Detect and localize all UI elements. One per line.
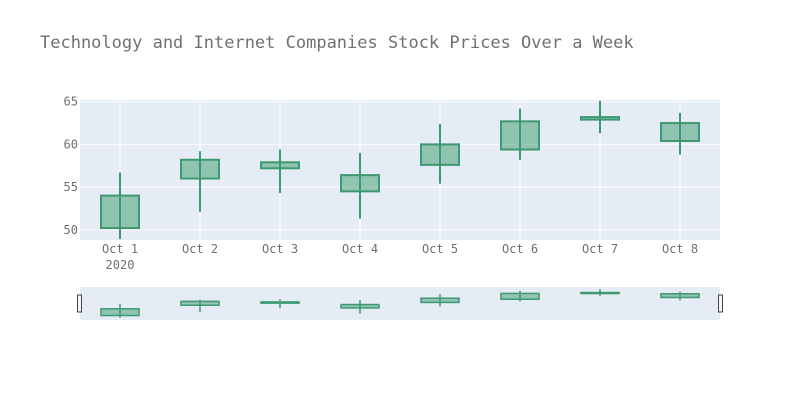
range-slider-handle-right[interactable] <box>718 294 723 313</box>
candle-body <box>180 158 220 180</box>
y-tick-label: 65 <box>64 95 78 109</box>
x-tick-label: Oct 6 <box>502 242 538 256</box>
x-tick-year-label: 2020 <box>106 258 135 272</box>
mini-candle-body <box>340 303 380 309</box>
mini-candle-body <box>580 291 620 295</box>
x-tick-label: Oct 2 <box>182 242 218 256</box>
x-tick-label: Oct 1 <box>102 242 138 256</box>
y-axis-ticks: 50 55 60 65 <box>64 95 78 237</box>
candle-body <box>100 194 140 230</box>
candle-body <box>260 161 300 170</box>
range-slider-candles <box>100 289 700 318</box>
range-slider-handle-left[interactable] <box>77 294 82 313</box>
x-tick-label: Oct 8 <box>662 242 698 256</box>
x-tick-label: Oct 5 <box>422 242 458 256</box>
candle-body <box>500 120 540 151</box>
mini-candle-body <box>660 293 700 299</box>
candle-body <box>580 116 620 121</box>
plot-area <box>80 100 720 240</box>
x-tick-label: Oct 3 <box>262 242 298 256</box>
y-tick-label: 55 <box>64 180 78 194</box>
range-slider[interactable] <box>80 287 720 320</box>
candle-body <box>660 122 700 142</box>
mini-candle-body <box>180 300 220 307</box>
mini-candle-body <box>500 292 540 301</box>
candle-body <box>340 174 380 193</box>
y-tick-label: 50 <box>64 223 78 237</box>
mini-candle-body <box>420 297 460 304</box>
y-gridlines <box>80 101 720 231</box>
mini-candle-body <box>260 301 300 304</box>
candles <box>100 100 700 240</box>
y-tick-label: 60 <box>64 137 78 151</box>
x-tick-label: Oct 4 <box>342 242 378 256</box>
candle-body <box>420 143 460 166</box>
chart-title: Technology and Internet Companies Stock … <box>40 33 634 53</box>
x-tick-label: Oct 7 <box>582 242 618 256</box>
mini-candle-body <box>100 308 140 317</box>
x-axis-ticks: Oct 1 Oct 2 Oct 3 Oct 4 Oct 5 Oct 6 Oct 7 Oct 8… <box>102 242 698 272</box>
